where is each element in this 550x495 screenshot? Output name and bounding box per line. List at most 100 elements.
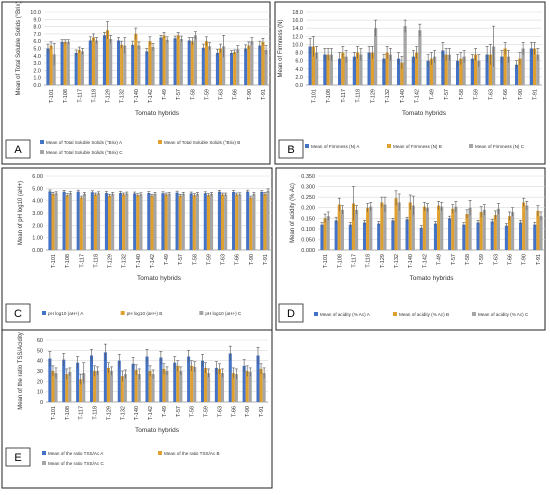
legend-label: Mean of Firmness (N) A: [311, 144, 360, 149]
y-tick-label: 1.0: [33, 76, 41, 82]
bar-a-s3-t-58: [193, 35, 197, 85]
bar-d-s2-t-108: [337, 204, 341, 250]
bar-a-s3-t-101: [52, 54, 56, 85]
bar-b-s2-t-101: [311, 46, 315, 85]
y-tick-label: 5.0: [33, 47, 41, 53]
bar-b-s3-t-129: [373, 28, 378, 85]
x-tick-label: T-142: [415, 89, 421, 103]
bar-d-s1-t-117: [348, 224, 352, 250]
x-tick-label: T-132: [120, 406, 126, 420]
y-tick-label: 0.0: [295, 83, 303, 89]
x-tick-label: T-132: [394, 254, 400, 268]
x-tick-label: T-66: [231, 406, 237, 417]
bar-c-s3-t-142: [153, 193, 157, 250]
x-tick-label: T-91: [533, 89, 539, 100]
legend-label: Mean of acidity (% Ac) C: [478, 312, 529, 317]
bar-d-s2-t-63: [493, 215, 497, 250]
bar-a-s2-t-117: [77, 49, 81, 85]
legend-swatch: [469, 144, 473, 148]
bar-c-s1-t-101: [48, 191, 52, 250]
panel-letter: A: [14, 144, 22, 156]
bar-c-s2-t-49: [164, 194, 168, 250]
y-tick-label: 0.300: [301, 185, 315, 191]
bar-c-s2-t-59: [206, 195, 210, 250]
x-tick-label: T-90: [522, 254, 528, 265]
bar-b-s3-t-118: [359, 54, 363, 85]
x-tick-label: T-117: [79, 254, 85, 268]
legend-swatch: [314, 312, 318, 316]
bar-d-s1-t-66: [504, 225, 508, 250]
bar-b-s2-t-91: [533, 48, 537, 85]
x-tick-label: T-49: [164, 254, 170, 265]
y-tick-label: 10.0: [30, 10, 41, 16]
y-tick-label: 0.150: [301, 216, 315, 222]
y-axis-title: Mean of pH log10 (aH+): [18, 181, 24, 245]
bar-b-s1-t-90: [515, 64, 519, 85]
bar-e-s2-t-108: [65, 374, 69, 402]
legend-swatch: [42, 451, 46, 455]
bar-e-s1-t-142: [145, 356, 149, 402]
bar-d-s1-t-57: [448, 218, 452, 250]
y-tick-label: 6.0: [295, 59, 303, 65]
bar-c-s3-t-118: [96, 193, 101, 250]
x-tick-label: T-140: [408, 254, 414, 268]
y-tick-label: 10.0: [292, 42, 303, 48]
bar-e-s1-t-101: [48, 358, 52, 402]
x-tick-label: T-140: [400, 89, 406, 103]
bar-b-s2-t-49: [429, 58, 433, 85]
panel-letter-box: [5, 447, 31, 467]
x-tick-label: T-63: [488, 89, 494, 100]
x-tick-label: T-57: [176, 406, 182, 417]
bar-e-s3-t-90: [248, 372, 252, 402]
bar-e-s3-t-49: [165, 371, 169, 402]
bar-b-s1-t-142: [411, 56, 416, 85]
bar-a-s2-t-108: [63, 41, 67, 85]
bar-e-s3-t-91: [262, 373, 266, 402]
bar-c-s3-t-59: [209, 193, 214, 250]
bar-d-s3-t-91: [539, 216, 543, 250]
bar-a-s1-t-59: [201, 47, 205, 85]
bar-a-s3-t-118: [94, 40, 99, 85]
bar-b-s1-t-57: [441, 50, 445, 85]
legend-label: Mean of acidity (% Ac) A: [320, 312, 371, 317]
x-tick-label: T-58: [190, 89, 196, 100]
y-tick-label: 4.0: [33, 54, 41, 60]
bar-d-s2-t-59: [479, 211, 483, 250]
x-tick-label: T-117: [79, 406, 85, 420]
y-tick-label: 16.0: [292, 18, 303, 24]
panel-letter-box: [5, 139, 31, 159]
x-tick-label: T-108: [63, 89, 69, 103]
legend-label: Mean of acidity (% Ac) B: [399, 312, 449, 317]
bar-b-s1-t-117: [338, 58, 342, 85]
bar-c-s2-t-101: [51, 193, 55, 250]
bar-c-s3-t-57: [181, 193, 185, 250]
legend-label: pH log10 (aH+) B: [127, 311, 163, 316]
bar-e-s2-t-66: [231, 373, 235, 402]
x-tick-label: T-140: [134, 89, 140, 103]
bar-c-s1-t-91: [260, 192, 264, 250]
panel-letter: E: [14, 452, 21, 464]
x-tick-label: T-129: [380, 254, 386, 268]
bar-d-s1-t-90: [519, 222, 523, 250]
x-tick-label: T-90: [245, 406, 251, 417]
bar-d-s2-t-91: [536, 210, 540, 250]
y-tick-label: 8.0: [33, 25, 41, 31]
bar-c-s1-t-142: [147, 193, 151, 250]
legend-label: Mean of the ratio TSS/Ac A: [48, 451, 104, 456]
bar-c-s1-t-129: [104, 193, 109, 250]
bar-e-s2-t-118: [93, 371, 97, 402]
legend-swatch: [393, 312, 397, 316]
bar-a-s3-t-117: [80, 51, 84, 85]
bar-d-s3-t-118: [369, 206, 373, 250]
x-tick-label: T-63: [217, 406, 223, 417]
bar-e-s3-t-59: [207, 373, 211, 402]
bar-a-s1-t-142: [145, 51, 149, 85]
bar-b-s1-t-101: [308, 46, 312, 85]
chart-panel-e: 0 10 20 30 40 50 60 Mean of the ratio TSS/Acidi…: [1, 329, 273, 489]
bar-d-s2-t-142: [422, 206, 426, 250]
bar-c-s1-t-57: [175, 192, 179, 250]
bar-c-s1-t-118: [90, 192, 94, 250]
bar-e-s2-t-142: [148, 371, 152, 402]
bar-d-s3-t-108: [340, 209, 344, 250]
bar-d-s3-t-140: [411, 205, 415, 250]
